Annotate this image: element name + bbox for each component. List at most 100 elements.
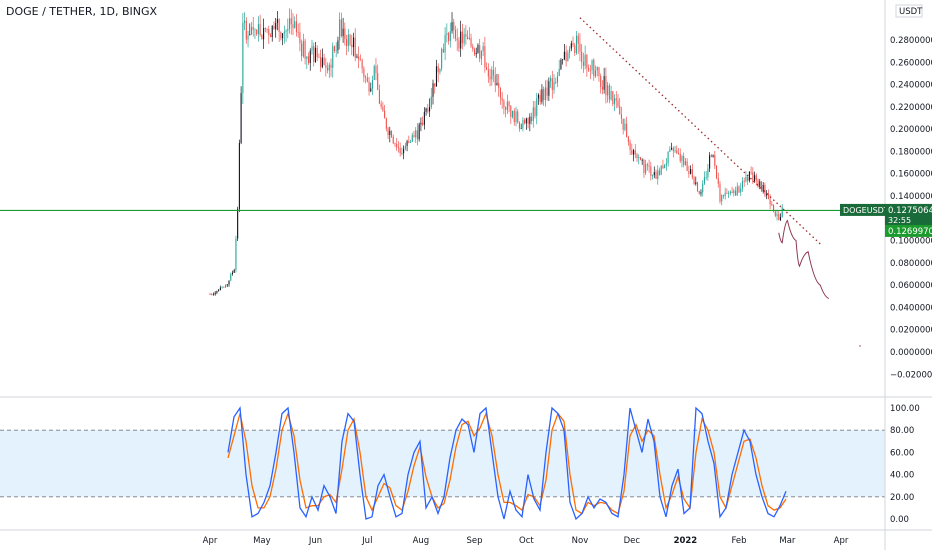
candle	[726, 192, 728, 194]
price-pane	[209, 8, 783, 296]
candle	[664, 165, 666, 169]
candle	[574, 45, 576, 54]
stoch-rsi-pane	[0, 406, 885, 521]
candle	[223, 286, 225, 288]
candle	[441, 48, 443, 69]
candle	[266, 28, 268, 30]
candle	[275, 23, 277, 30]
candle	[511, 110, 514, 118]
candle	[738, 186, 740, 193]
candle	[541, 89, 543, 102]
candle	[591, 59, 593, 71]
candle	[409, 141, 412, 143]
candle	[375, 66, 377, 74]
candle	[259, 24, 261, 35]
candle	[238, 142, 240, 209]
candle	[582, 61, 584, 66]
stoch-band	[0, 430, 885, 497]
candle	[586, 54, 588, 68]
descending-trendline[interactable]	[579, 17, 821, 245]
candle	[306, 56, 308, 59]
candle	[371, 79, 374, 89]
candle	[396, 143, 398, 148]
candle	[382, 106, 384, 111]
candle	[249, 34, 251, 36]
candle	[337, 40, 339, 51]
candle	[632, 150, 635, 155]
candle	[677, 153, 680, 155]
candle	[601, 87, 603, 90]
candle	[759, 181, 761, 187]
osc-tick-label: 60.00	[890, 448, 914, 458]
candle	[427, 108, 429, 112]
candle	[231, 272, 234, 274]
candle	[437, 66, 439, 73]
time-label: Mar	[779, 536, 796, 546]
candle	[358, 56, 360, 60]
candle	[430, 96, 432, 108]
candle	[553, 81, 555, 90]
candle	[366, 77, 368, 82]
support-price-badge	[885, 224, 932, 237]
projection-path[interactable]	[778, 219, 830, 299]
candle	[422, 122, 424, 125]
candle	[460, 31, 462, 49]
candle	[705, 177, 707, 178]
candle	[429, 107, 431, 112]
time-label: Apr	[834, 536, 849, 546]
candle	[287, 28, 289, 31]
candle	[613, 98, 616, 104]
candle	[724, 192, 726, 197]
candle	[418, 124, 420, 140]
time-label: Aug	[413, 536, 430, 546]
osc-tick-label: 0.00	[890, 515, 909, 525]
candle	[423, 111, 425, 125]
candle	[449, 31, 451, 42]
candle	[468, 37, 470, 40]
candle	[588, 67, 590, 71]
candle	[569, 48, 571, 53]
candle	[339, 19, 341, 41]
price-tick-label: 0.0800000	[890, 259, 932, 269]
time-label: Jul	[361, 536, 372, 546]
osc-tick-label: 80.00	[890, 426, 914, 436]
candle	[225, 285, 227, 288]
candle	[648, 165, 650, 167]
candle	[686, 161, 688, 172]
candle	[778, 214, 780, 221]
candle	[690, 169, 692, 174]
candle	[750, 171, 752, 173]
candle	[288, 18, 291, 29]
candle	[715, 165, 718, 178]
candle	[344, 28, 346, 40]
candle	[634, 150, 636, 155]
candle	[330, 64, 332, 68]
candle	[510, 106, 512, 118]
candle	[276, 19, 278, 24]
candle	[489, 76, 491, 80]
candle	[463, 34, 465, 44]
candle	[691, 169, 693, 178]
candle	[309, 50, 311, 63]
candle	[226, 284, 228, 286]
candle	[302, 40, 304, 57]
candle	[605, 76, 607, 96]
candle	[233, 270, 235, 273]
time-label: Jun	[308, 536, 322, 546]
candle	[696, 182, 699, 192]
candle	[467, 36, 469, 40]
candle	[508, 101, 510, 107]
candle	[676, 150, 678, 154]
candle	[385, 118, 387, 129]
candle	[752, 172, 754, 182]
symbol-badge-label: DOGEUSDT	[843, 206, 889, 215]
candle	[352, 37, 355, 48]
candle	[612, 91, 614, 104]
candle	[645, 164, 647, 173]
candle	[472, 46, 474, 50]
candle	[560, 59, 562, 69]
candle	[531, 116, 533, 121]
price-tick-label: 0.2800000	[890, 36, 932, 46]
